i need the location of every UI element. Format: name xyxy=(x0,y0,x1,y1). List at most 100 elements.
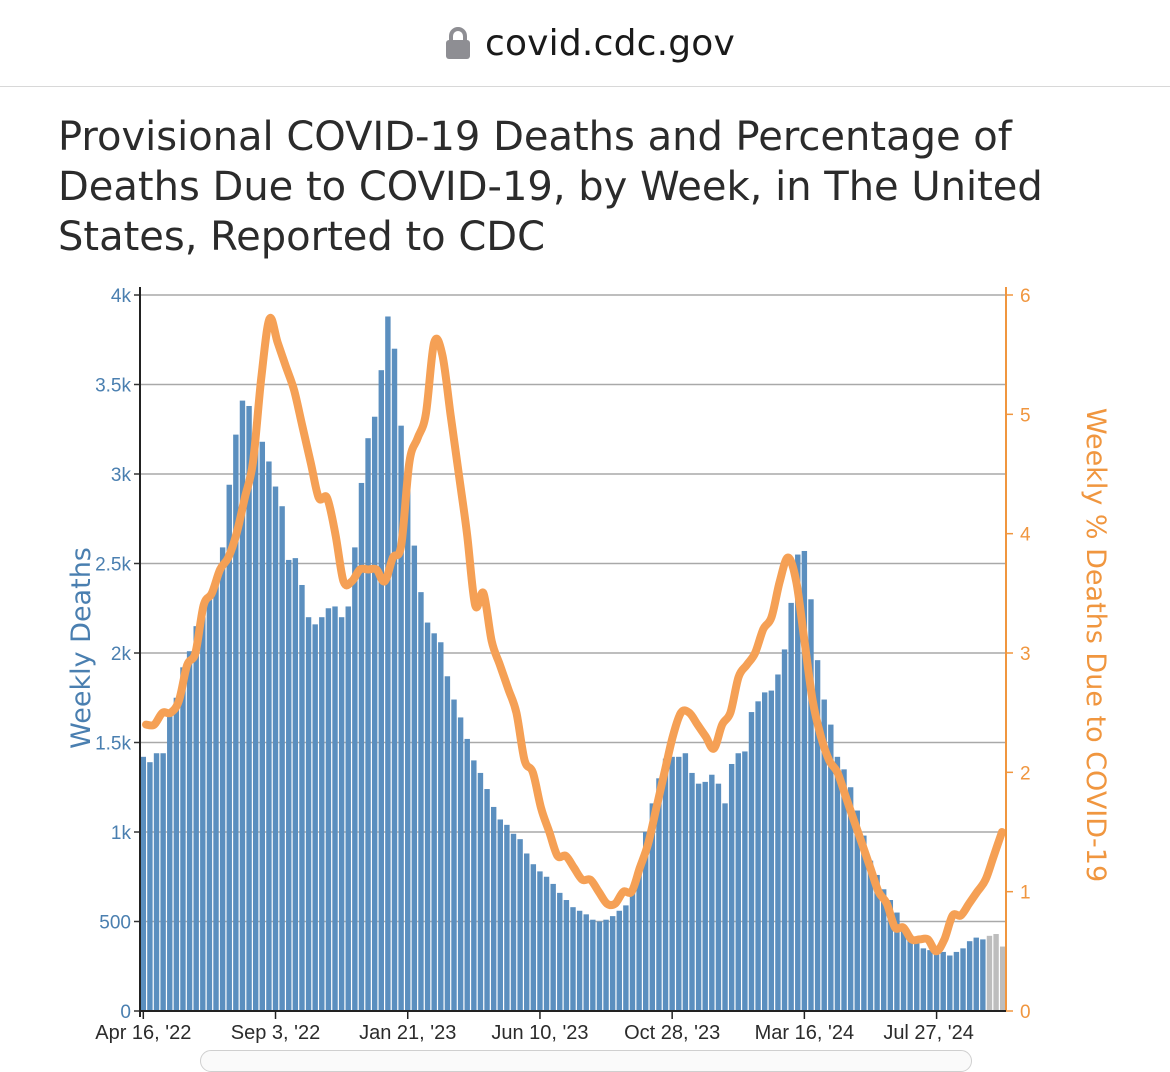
right-tick-label: 0 xyxy=(1020,1002,1031,1023)
left-tick-label: 0 xyxy=(120,1002,131,1023)
bar xyxy=(907,935,913,1011)
bar xyxy=(305,617,312,1011)
browser-url-bar[interactable]: covid.cdc.gov xyxy=(0,0,1170,87)
bar xyxy=(431,633,437,1011)
bar xyxy=(986,935,993,1011)
bar xyxy=(358,482,365,1011)
bar xyxy=(418,592,424,1011)
bar xyxy=(530,864,537,1011)
bar xyxy=(735,753,741,1011)
bar xyxy=(596,921,603,1011)
line-series xyxy=(142,313,1006,956)
right-tick-label: 1 xyxy=(1020,883,1031,904)
bar xyxy=(167,710,173,1011)
bar xyxy=(649,803,656,1011)
left-tick-label: 1k xyxy=(111,823,132,844)
left-tick-label: 3k xyxy=(111,465,132,486)
bar xyxy=(272,486,279,1011)
bar-series xyxy=(140,316,1006,1012)
bar xyxy=(319,617,325,1011)
bar xyxy=(180,667,186,1011)
bar xyxy=(887,900,894,1011)
bar xyxy=(299,584,305,1011)
right-axis-label: Weekly % Deaths Due to COVID-19 xyxy=(1080,408,1111,882)
bar xyxy=(173,697,180,1011)
bar xyxy=(312,624,318,1011)
bar xyxy=(603,919,609,1011)
bar xyxy=(352,547,358,1011)
bar xyxy=(338,617,345,1011)
bar xyxy=(246,405,252,1012)
bar xyxy=(709,774,715,1011)
bar xyxy=(213,577,219,1011)
x-tick-label: Jul 27, '24 xyxy=(883,1022,974,1044)
bar xyxy=(438,642,444,1011)
bar xyxy=(629,891,636,1011)
bar xyxy=(609,916,616,1011)
chart-title: Provisional COVID-19 Deaths and Percenta… xyxy=(58,114,1043,260)
bar xyxy=(801,550,808,1011)
bar xyxy=(682,753,689,1011)
bar xyxy=(973,937,979,1011)
bar xyxy=(788,602,794,1011)
bar xyxy=(960,948,966,1011)
bar xyxy=(160,753,166,1011)
bar xyxy=(451,699,457,1011)
bar xyxy=(153,753,160,1011)
bar xyxy=(900,928,907,1011)
bar xyxy=(371,416,378,1012)
bar xyxy=(847,787,854,1011)
bar xyxy=(947,955,953,1011)
bar xyxy=(490,806,497,1011)
bar xyxy=(880,889,887,1011)
left-axis-ticks: 0 500 1k 1.5k 2k 2.5k 3k 3.5k 4k xyxy=(95,286,131,1023)
bar xyxy=(550,883,556,1011)
bar xyxy=(583,914,589,1011)
bar xyxy=(259,441,266,1011)
bar xyxy=(874,874,880,1011)
bar xyxy=(391,348,398,1011)
bar xyxy=(728,763,735,1011)
left-tick-label: 1.5k xyxy=(95,734,131,755)
bar xyxy=(808,599,814,1011)
bar xyxy=(385,316,391,1012)
bar xyxy=(279,506,285,1011)
bar xyxy=(927,950,933,1011)
x-tick-label: Jun 10, '23 xyxy=(491,1022,588,1044)
bar xyxy=(980,939,986,1011)
left-tick-label: 3.5k xyxy=(95,376,131,397)
bar xyxy=(570,907,576,1011)
bar xyxy=(405,484,411,1011)
bar xyxy=(140,756,147,1011)
bar xyxy=(762,692,768,1011)
bar xyxy=(590,919,596,1011)
bar xyxy=(821,699,827,1011)
scroll-handle[interactable] xyxy=(200,1050,972,1072)
bar xyxy=(239,400,246,1011)
right-tick-label: 4 xyxy=(1020,525,1031,546)
bar xyxy=(914,937,920,1011)
bar xyxy=(557,892,563,1011)
bar xyxy=(834,756,841,1011)
bar xyxy=(689,772,695,1011)
bar xyxy=(292,558,299,1011)
percent-line xyxy=(142,313,1006,956)
right-tick-label: 5 xyxy=(1020,405,1031,426)
bar xyxy=(193,626,199,1011)
bar xyxy=(233,434,239,1011)
bar xyxy=(444,676,451,1011)
bar xyxy=(286,559,292,1011)
bar xyxy=(266,461,272,1012)
bar xyxy=(398,425,404,1011)
bar xyxy=(695,783,702,1011)
url-text[interactable]: covid.cdc.gov xyxy=(484,22,736,64)
bar xyxy=(795,554,801,1011)
bar xyxy=(576,910,583,1011)
bar xyxy=(841,769,847,1011)
bar xyxy=(623,905,629,1011)
bar xyxy=(781,649,788,1011)
bar xyxy=(643,832,649,1011)
bar xyxy=(219,547,226,1011)
x-tick-label: Jan 21, '23 xyxy=(359,1022,456,1044)
